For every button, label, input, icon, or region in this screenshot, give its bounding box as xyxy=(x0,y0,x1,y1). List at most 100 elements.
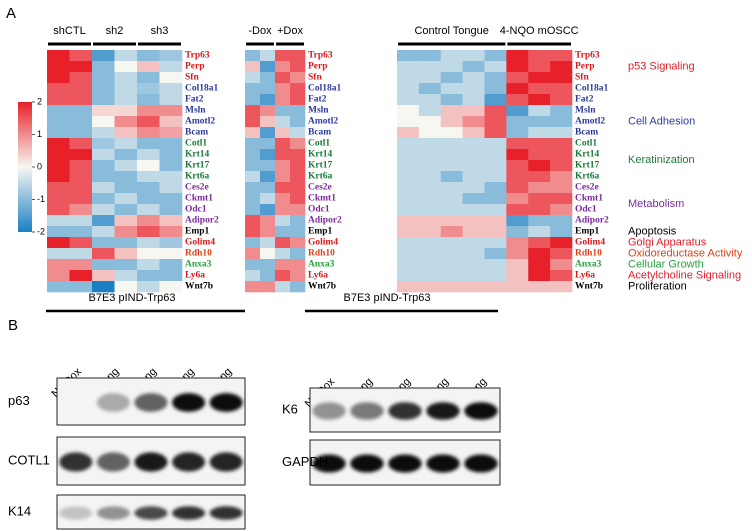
heatmap-cell xyxy=(528,94,551,106)
heatmap-cell xyxy=(462,127,485,139)
heatmap-cell xyxy=(528,61,551,73)
band xyxy=(388,402,422,420)
heatmap-cell xyxy=(290,127,306,139)
heatmap-cell xyxy=(550,61,573,73)
heatmap-cell xyxy=(137,270,160,282)
heatmap-cell xyxy=(440,149,463,161)
heatmap-cell xyxy=(418,215,442,227)
heatmap-cell xyxy=(260,270,276,282)
heatmap-cell xyxy=(506,204,529,216)
category-label: p53 Signaling xyxy=(628,60,695,72)
heatmap-cell xyxy=(137,204,160,216)
heatmap-cell xyxy=(462,61,485,73)
group-label: 4-NQO mOSCC xyxy=(500,25,579,37)
heatmap-cell xyxy=(484,116,507,128)
heatmap-cell xyxy=(137,61,160,73)
heatmap-cell xyxy=(528,270,551,282)
heatmap-cell xyxy=(440,259,463,271)
heatmap-cell xyxy=(47,270,70,282)
heatmap-cell xyxy=(418,138,442,150)
heatmap-cell xyxy=(550,138,573,150)
heatmap-cell xyxy=(245,259,261,271)
band xyxy=(426,402,460,420)
heatmap-cell xyxy=(528,160,551,172)
band xyxy=(172,506,206,520)
gene-label: Krt17 xyxy=(575,161,600,171)
heatmap-cell xyxy=(260,160,276,172)
heatmap-cell xyxy=(397,171,420,183)
heatmap-cell xyxy=(418,259,442,271)
heatmap-cell xyxy=(418,270,442,282)
band xyxy=(172,452,206,472)
heatmap-cell xyxy=(92,149,115,161)
band xyxy=(96,393,130,412)
heatmap-cell xyxy=(92,83,115,95)
heatmap-cell xyxy=(47,83,70,95)
heatmap-cell xyxy=(484,204,507,216)
heatmap-cell xyxy=(418,83,442,95)
heatmap-cell xyxy=(92,160,115,172)
band xyxy=(426,454,460,473)
heatmap-cell xyxy=(47,61,70,73)
heatmap-cell xyxy=(462,237,485,249)
heatmap-cell xyxy=(114,248,138,260)
heatmap-cell xyxy=(550,171,573,183)
heatmap-cell xyxy=(506,138,529,150)
heatmap-cell xyxy=(137,281,160,293)
heatmap-cell xyxy=(137,237,160,249)
heatmap-cell xyxy=(47,138,70,150)
heatmap-cell xyxy=(528,105,551,117)
scale-tick-label: 1 xyxy=(37,129,42,139)
category-label: Acetylcholine Signaling xyxy=(628,269,741,281)
heatmap-cell xyxy=(418,193,442,205)
band xyxy=(388,454,422,473)
heatmap-cell xyxy=(418,94,442,106)
heatmap-cell xyxy=(462,281,485,293)
heatmap-cell xyxy=(397,160,420,172)
gene-label: Ly6a xyxy=(575,271,595,281)
gene-label: Ckmt1 xyxy=(575,194,603,204)
heatmap-cell xyxy=(290,94,306,106)
gene-label: Fat2 xyxy=(185,95,204,105)
heatmap-cell xyxy=(550,83,573,95)
category-label: Cellular Growth xyxy=(628,258,704,270)
heatmap-cell xyxy=(462,116,485,128)
heatmap-cell xyxy=(418,204,442,216)
heatmap-cell xyxy=(418,105,442,117)
heatmap-cell xyxy=(137,72,160,84)
heatmap-cell xyxy=(550,215,573,227)
heatmap-cell xyxy=(245,204,261,216)
heatmap-cell xyxy=(290,105,306,117)
scale-tick-label: -2 xyxy=(37,226,45,236)
heatmap-cell xyxy=(114,160,138,172)
heatmap-cell xyxy=(440,116,463,128)
heatmap-cell xyxy=(47,105,70,117)
band xyxy=(464,402,498,420)
heatmap-cell xyxy=(290,160,306,172)
gene-label: Perp xyxy=(185,62,205,72)
heatmap-cell xyxy=(462,204,485,216)
blot-title: B7E3 pIND-Trp63 xyxy=(88,292,175,304)
heatmap-cell xyxy=(484,248,507,260)
heatmap-cell xyxy=(440,94,463,106)
heatmap-cell xyxy=(462,72,485,84)
category-label: Oxidoreductase Activity xyxy=(628,247,743,259)
heatmap-cell xyxy=(92,72,115,84)
heatmap-cell xyxy=(92,259,115,271)
heatmap-cell xyxy=(528,127,551,139)
heatmap-cell xyxy=(92,237,115,249)
heatmap-cell xyxy=(275,94,291,106)
heatmap-cell xyxy=(290,61,306,73)
group-label: sh3 xyxy=(151,25,169,37)
heatmap-cell xyxy=(260,72,276,84)
heatmap-cell xyxy=(550,193,573,205)
heatmap-cell xyxy=(245,105,261,117)
gene-label: Col18a1 xyxy=(185,84,219,94)
heatmap-cell xyxy=(528,72,551,84)
heatmap-cell xyxy=(114,182,138,194)
heatmap-cell xyxy=(440,61,463,73)
heatmap-cell xyxy=(137,215,160,227)
heatmap-cell xyxy=(69,182,93,194)
heatmap-cell xyxy=(47,204,70,216)
heatmap-cell xyxy=(550,160,573,172)
